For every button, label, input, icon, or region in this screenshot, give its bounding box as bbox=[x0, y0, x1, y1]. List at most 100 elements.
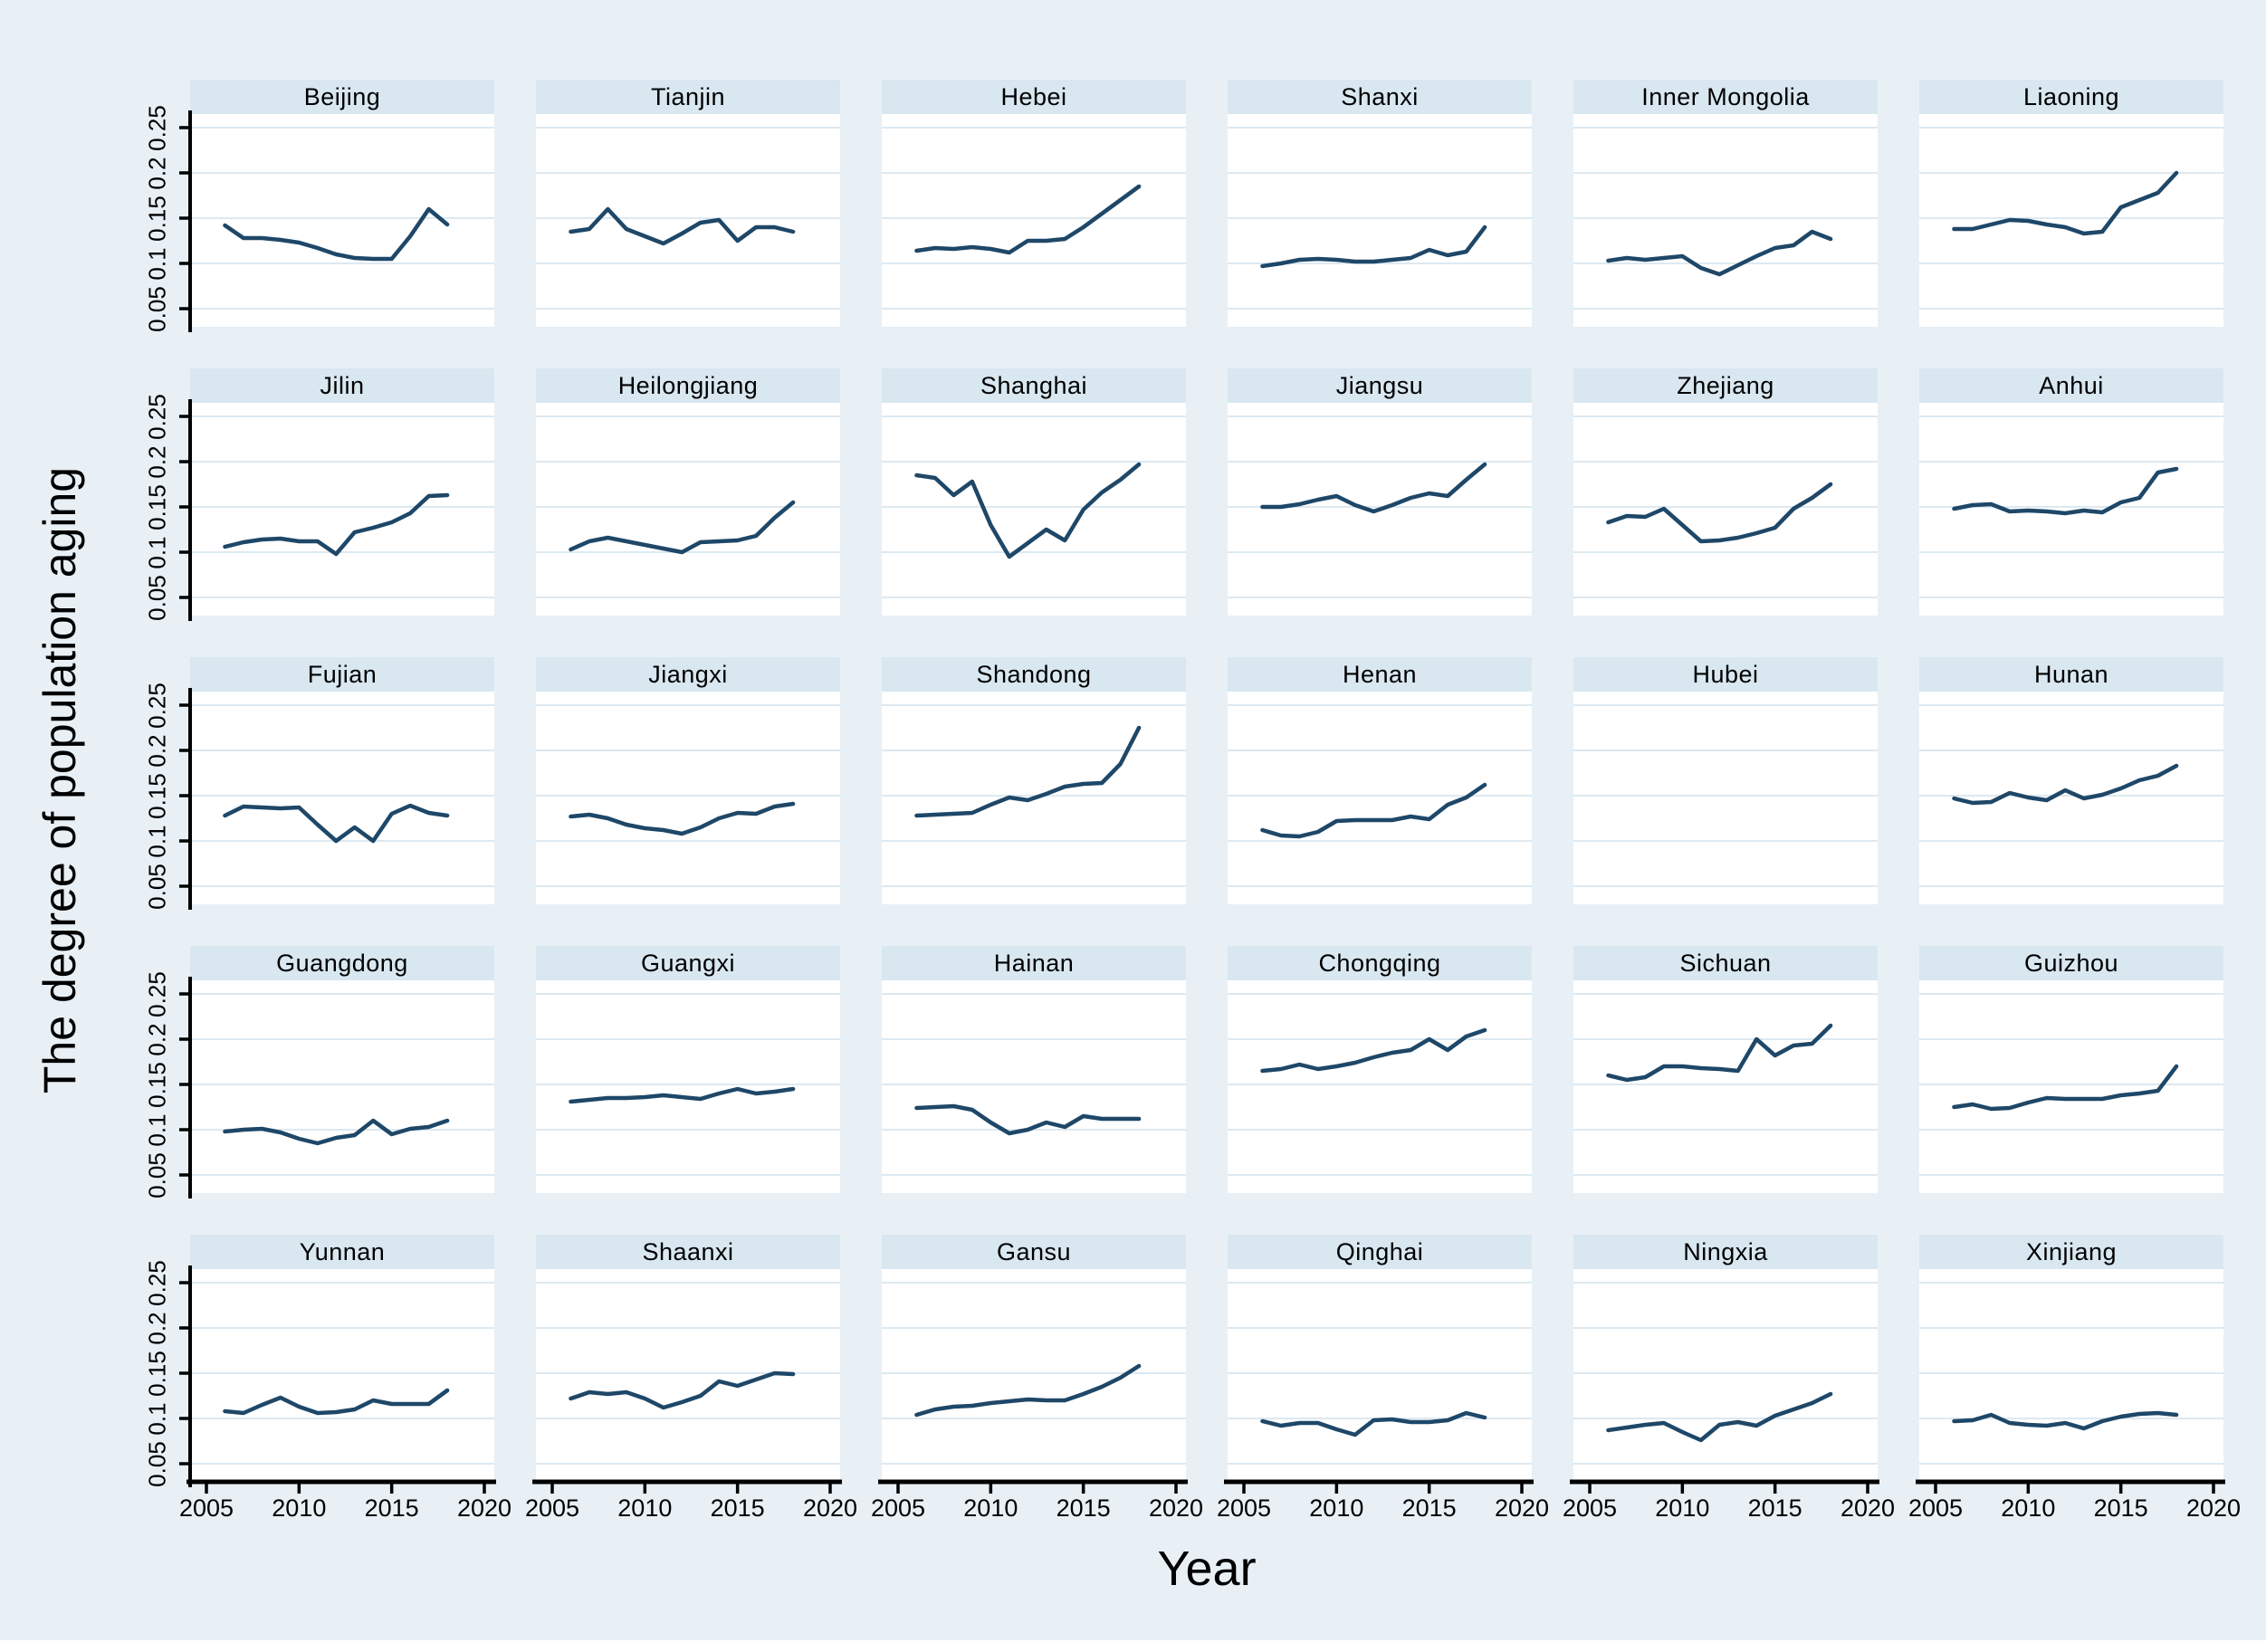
data-line bbox=[569, 1086, 796, 1104]
line-chart-jilin bbox=[179, 399, 494, 621]
x-tick-label: 2005 bbox=[524, 1494, 580, 1522]
x-tick-label: 2005 bbox=[1562, 1494, 1618, 1522]
x-tick-labels: 2005 2010 2015 2020 bbox=[1217, 1487, 1549, 1522]
line-chart-henan bbox=[1228, 692, 1532, 904]
line-chart-jiangsu bbox=[1228, 403, 1532, 616]
panel-jiangsu: Jiangsu bbox=[1228, 368, 1532, 616]
x-tick-label: 2005 bbox=[870, 1494, 926, 1522]
panel-title: Henan bbox=[1228, 657, 1532, 692]
panel-title: Anhui bbox=[1919, 368, 2223, 403]
data-line bbox=[569, 801, 796, 836]
data-line bbox=[914, 1363, 1142, 1418]
x-tick-label: 2015 bbox=[1747, 1494, 1802, 1522]
line-chart-zhejiang bbox=[1573, 403, 1878, 616]
panel-title: Jiangsu bbox=[1228, 368, 1532, 403]
data-line bbox=[1606, 1391, 1833, 1443]
line-chart-fujian bbox=[179, 688, 494, 910]
panel-hubei: Hubei bbox=[1573, 657, 1878, 904]
line-chart-guangxi bbox=[536, 980, 840, 1193]
panel-title: Hebei bbox=[882, 80, 1186, 114]
y-tick-label: 0.25 bbox=[143, 683, 171, 729]
panels-grid: Beijing Tianjin Hebei Shanxi Inner Mongolia L… bbox=[144, 80, 2241, 1522]
x-tick-label: 2005 bbox=[1216, 1494, 1272, 1522]
y-tick-label: 0.25 bbox=[143, 394, 171, 440]
panel-tianjin: Tianjin bbox=[536, 80, 840, 327]
line-chart-shandong bbox=[882, 692, 1186, 904]
panel-title: Chongqing bbox=[1228, 946, 1532, 980]
panel-shanghai: Shanghai bbox=[882, 368, 1186, 616]
panel-hunan: Hunan bbox=[1919, 657, 2223, 904]
panel-title: Xinjiang bbox=[1919, 1235, 2223, 1269]
data-line bbox=[569, 500, 796, 555]
panel-sichuan: Sichuan bbox=[1573, 946, 1878, 1193]
bottom-margin bbox=[0, 1640, 2266, 1652]
panel-title: Guangdong bbox=[190, 946, 494, 980]
line-chart-hubei bbox=[1573, 692, 1878, 904]
panel-title: Heilongjiang bbox=[536, 368, 840, 403]
line-chart-inner-mongolia bbox=[1573, 114, 1878, 327]
panel-guangdong: Guangdong bbox=[179, 946, 494, 1198]
panel-title: Yunnan bbox=[190, 1235, 494, 1269]
data-line bbox=[1260, 462, 1487, 514]
data-line bbox=[1260, 224, 1487, 269]
x-tick-label: 2010 bbox=[2001, 1494, 2056, 1522]
panel-title: Shandong bbox=[882, 657, 1186, 692]
line-chart-guizhou bbox=[1919, 980, 2223, 1193]
data-line bbox=[1260, 1410, 1487, 1437]
panel-gansu: Gansu 2005 2010 2015 2020 bbox=[871, 1235, 1203, 1522]
line-chart-hebei bbox=[882, 114, 1186, 327]
panel-title: Liaoning bbox=[1919, 80, 2223, 114]
x-tick-labels: 2005 2010 2015 2020 bbox=[871, 1487, 1203, 1522]
x-tick-label: 2015 bbox=[1056, 1494, 1111, 1522]
panel-title: Zhejiang bbox=[1573, 368, 1878, 403]
x-tick-label: 2020 bbox=[1494, 1494, 1550, 1522]
panel-xinjiang: Xinjiang 2005 2010 2015 2020 bbox=[1908, 1235, 2241, 1522]
panel-fujian: Fujian bbox=[179, 657, 494, 910]
panel-title: Hubei bbox=[1573, 657, 1878, 692]
data-line bbox=[1952, 466, 2179, 516]
panel-ningxia: Ningxia 2005 2010 2015 2020 bbox=[1563, 1235, 1895, 1522]
panel-title: Sichuan bbox=[1573, 946, 1878, 980]
data-line bbox=[914, 725, 1142, 818]
data-line bbox=[1606, 1023, 1833, 1083]
x-tick-label: 2005 bbox=[178, 1494, 234, 1522]
y-tick-label: 0.25 bbox=[143, 1260, 171, 1306]
x-tick-label: 2010 bbox=[963, 1494, 1018, 1522]
data-line bbox=[914, 184, 1142, 255]
panel-heilongjiang: Heilongjiang bbox=[536, 368, 840, 616]
panel-title: Hunan bbox=[1919, 657, 2223, 692]
x-tick-label: 2010 bbox=[272, 1494, 327, 1522]
panel-title: Jilin bbox=[190, 368, 494, 403]
line-chart-liaoning bbox=[1919, 114, 2223, 327]
panel-liaoning: Liaoning bbox=[1919, 80, 2223, 327]
x-tick-label: 2020 bbox=[1148, 1494, 1204, 1522]
panel-shandong: Shandong bbox=[882, 657, 1186, 904]
data-line bbox=[914, 1103, 1142, 1136]
data-line bbox=[569, 1370, 796, 1410]
panel-title: Hainan bbox=[882, 946, 1186, 980]
x-tick-label: 2020 bbox=[1840, 1494, 1896, 1522]
data-line bbox=[569, 206, 796, 246]
line-chart-ningxia bbox=[1570, 1269, 1879, 1494]
line-chart-beijing bbox=[179, 110, 494, 332]
x-tick-label: 2015 bbox=[1401, 1494, 1457, 1522]
x-tick-label: 2010 bbox=[617, 1494, 673, 1522]
line-chart-sichuan bbox=[1573, 980, 1878, 1193]
x-tick-label: 2015 bbox=[2093, 1494, 2148, 1522]
line-chart-xinjiang bbox=[1916, 1269, 2225, 1494]
line-chart-gansu bbox=[878, 1269, 1188, 1494]
line-chart-guangdong bbox=[179, 977, 494, 1198]
panel-jiangxi: Jiangxi bbox=[536, 657, 840, 904]
panel-hainan: Hainan bbox=[882, 946, 1186, 1193]
panel-title: Inner Mongolia bbox=[1573, 80, 1878, 114]
data-line bbox=[223, 492, 450, 557]
y-axis-title: The degree of population aging bbox=[34, 466, 85, 1094]
panel-title: Shaanxi bbox=[536, 1235, 840, 1269]
panel-shaanxi: Shaanxi 2005 2010 2015 2020 bbox=[525, 1235, 857, 1522]
x-tick-labels: 2005 2010 2015 2020 bbox=[1908, 1487, 2241, 1522]
data-line bbox=[1952, 763, 2179, 806]
line-chart-anhui bbox=[1919, 403, 2223, 616]
panel-title: Jiangxi bbox=[536, 657, 840, 692]
panel-title: Qinghai bbox=[1228, 1235, 1532, 1269]
